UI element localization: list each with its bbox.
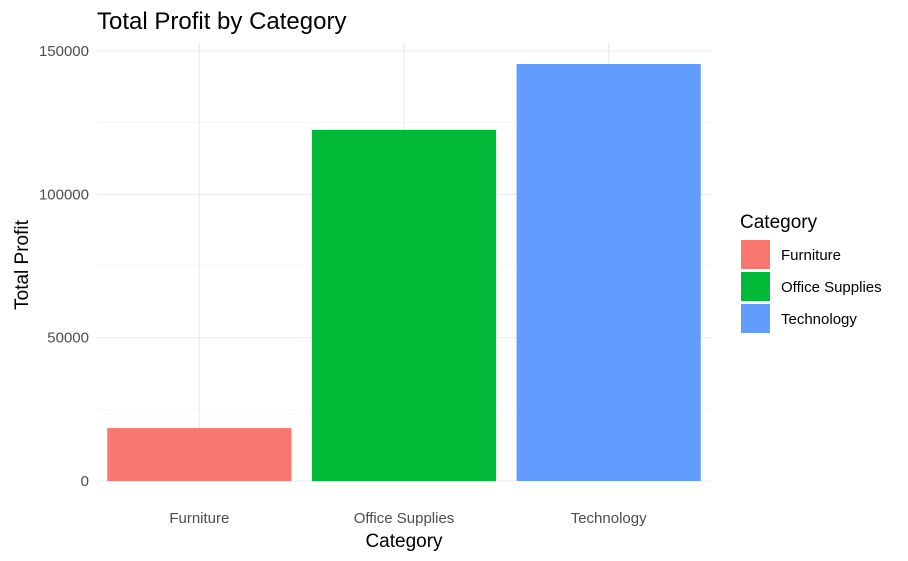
legend-label: Technology [781, 311, 857, 328]
x-tick-label: Furniture [169, 510, 229, 527]
x-axis-title: Category [365, 531, 443, 552]
bars [107, 64, 701, 482]
x-tick-labels: Furniture Office Supplies Technology [169, 510, 647, 527]
chart-title: Total Profit by Category [97, 8, 346, 35]
x-tick-label: Office Supplies [354, 510, 455, 527]
y-tick-label: 150000 [39, 43, 89, 60]
y-tick-labels: 0 50000 100000 150000 [39, 43, 89, 490]
legend-label: Office Supplies [781, 279, 882, 296]
bar-office-supplies [311, 129, 497, 481]
y-tick-label: 50000 [47, 330, 89, 347]
legend-title: Category [740, 212, 818, 233]
legend-key [741, 272, 770, 301]
bar-technology [516, 64, 701, 482]
y-axis-title: Total Profit [12, 219, 33, 309]
y-tick-label: 0 [81, 473, 89, 490]
legend-key [741, 240, 770, 269]
legend: Category Furniture Office Supplies Technol… [740, 212, 882, 333]
legend-key [741, 304, 770, 333]
bar-furniture [107, 428, 292, 481]
x-tick-label: Technology [571, 510, 647, 527]
y-tick-label: 100000 [39, 186, 89, 203]
legend-label: Furniture [781, 247, 841, 264]
